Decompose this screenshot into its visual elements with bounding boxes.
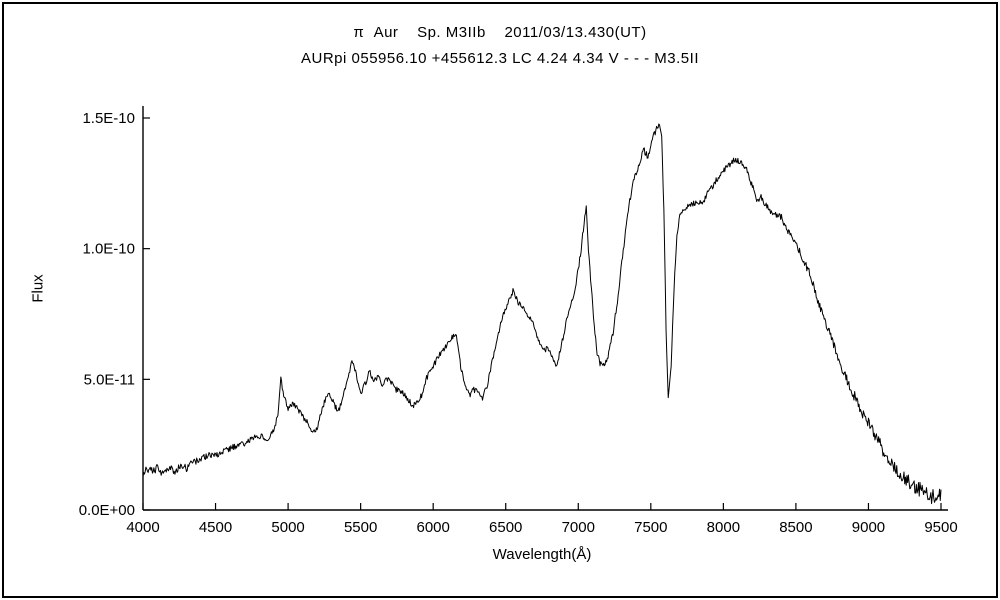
chart-title: π Aur Sp. M3IIb 2011/03/13.430(UT) [353, 24, 647, 41]
x-tick-label: 7000 [562, 519, 595, 536]
y-tick-label: 0.0E+00 [79, 502, 135, 519]
x-tick-label: 6000 [416, 519, 449, 536]
y-axis-label: Flux [29, 274, 47, 303]
y-tick-label: 1.5E-10 [82, 110, 135, 127]
x-tick-label: 4500 [199, 519, 232, 536]
x-axis-label: Wavelength(Å) [492, 546, 592, 563]
spectrum-line [142, 123, 942, 505]
x-tick-label: 7500 [634, 519, 667, 536]
x-tick-label: 8500 [779, 519, 812, 536]
x-tick-label: 4000 [126, 519, 159, 536]
y-tick-label: 1.0E-10 [82, 241, 135, 258]
x-tick-label: 5500 [344, 519, 377, 536]
chart-subtitle: AURpi 055956.10 +455612.3 LC 4.24 4.34 V… [301, 50, 699, 67]
x-tick-label: 6500 [489, 519, 522, 536]
x-tick-label: 9500 [924, 519, 957, 536]
x-tick-label: 8000 [707, 519, 740, 536]
x-tick-label: 9000 [852, 519, 885, 536]
x-tick-label: 5000 [271, 519, 304, 536]
y-tick-label: 5.0E-11 [84, 371, 135, 388]
